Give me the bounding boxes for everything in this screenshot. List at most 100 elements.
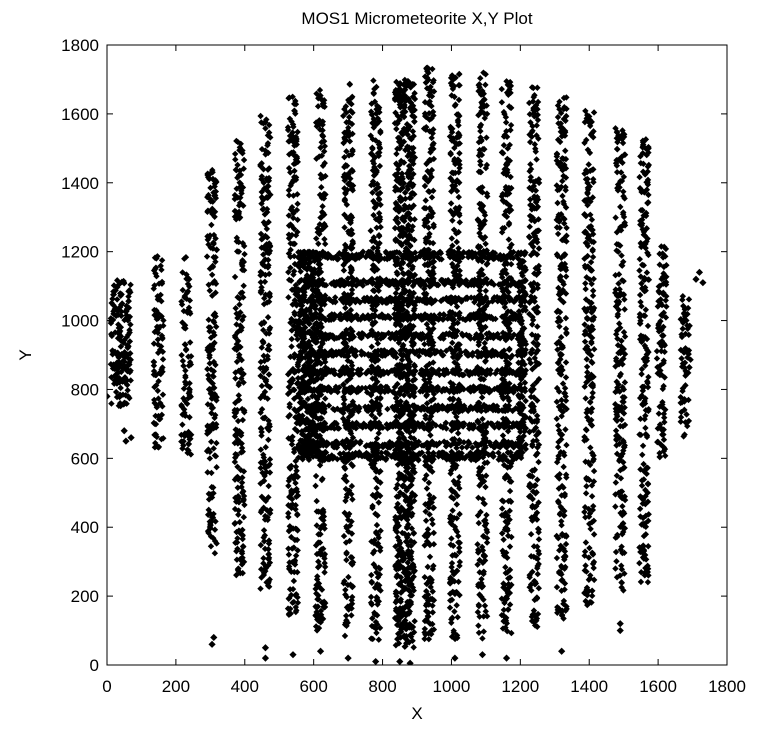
data-point <box>583 483 590 490</box>
data-point <box>348 560 355 567</box>
data-point <box>267 191 274 198</box>
data-point <box>240 267 248 274</box>
data-point <box>421 573 428 581</box>
data-point <box>240 514 248 521</box>
data-point <box>477 74 484 82</box>
data-point <box>238 375 245 382</box>
data-point <box>262 497 270 505</box>
data-point <box>368 411 375 419</box>
data-point <box>266 510 274 517</box>
data-point <box>582 539 590 546</box>
data-point <box>210 189 217 196</box>
data-point <box>213 246 220 253</box>
data-point <box>397 180 404 187</box>
data-point <box>153 404 161 411</box>
data-point <box>582 490 590 497</box>
data-point <box>313 155 320 162</box>
data-point <box>313 581 320 589</box>
data-point <box>527 161 534 168</box>
data-point <box>367 599 375 606</box>
data-point <box>126 326 133 334</box>
data-point <box>186 308 193 316</box>
data-point <box>377 223 384 231</box>
data-point <box>348 518 355 525</box>
data-point <box>411 95 419 103</box>
data-point <box>370 77 377 84</box>
data-point <box>267 134 274 141</box>
data-point <box>506 543 514 550</box>
data-point <box>343 494 350 501</box>
data-point <box>560 463 567 471</box>
data-point <box>391 614 399 622</box>
data-point <box>349 462 356 470</box>
data-point <box>127 350 134 357</box>
data-point <box>346 138 354 145</box>
data-point <box>662 452 669 459</box>
data-point <box>481 602 489 609</box>
data-point <box>319 118 326 125</box>
data-point <box>618 416 625 423</box>
data-point <box>290 123 297 131</box>
data-point <box>233 451 241 459</box>
data-point <box>285 212 293 219</box>
data-point <box>428 194 436 201</box>
data-point <box>211 310 219 317</box>
data-point <box>265 417 272 424</box>
data-point <box>207 366 215 373</box>
data-point <box>401 555 408 562</box>
data-point <box>127 321 134 328</box>
data-point <box>127 281 134 288</box>
data-point <box>399 620 406 627</box>
data-point <box>259 414 267 422</box>
data-point <box>370 287 377 294</box>
data-point <box>375 534 382 541</box>
data-point <box>409 263 416 270</box>
data-point <box>288 335 295 343</box>
data-point <box>314 573 321 580</box>
data-point <box>290 395 298 402</box>
data-point <box>401 584 409 592</box>
data-point <box>373 521 381 529</box>
data-point <box>286 138 293 145</box>
data-point <box>371 307 379 314</box>
data-point <box>526 223 533 230</box>
data-point <box>395 522 402 530</box>
data-point <box>559 192 566 200</box>
data-point <box>320 517 327 524</box>
data-point <box>402 108 409 115</box>
data-point <box>158 266 165 274</box>
data-point <box>155 443 162 450</box>
data-point <box>209 484 217 491</box>
data-point <box>343 617 350 624</box>
data-point <box>371 85 378 93</box>
data-point <box>212 254 219 261</box>
data-point <box>341 224 348 231</box>
data-point <box>262 378 270 385</box>
data-point <box>294 599 302 606</box>
data-point <box>182 381 190 388</box>
data-point <box>180 362 187 370</box>
data-point <box>372 186 380 193</box>
data-point <box>258 405 266 413</box>
data-point <box>285 187 293 194</box>
data-point <box>292 608 300 616</box>
data-point <box>313 627 321 634</box>
data-point <box>260 569 268 577</box>
data-point <box>617 203 624 211</box>
data-point <box>264 314 272 321</box>
data-point <box>319 203 326 210</box>
data-point <box>154 293 161 300</box>
data-point <box>372 618 380 626</box>
data-point <box>285 276 293 284</box>
data-point <box>264 395 271 402</box>
data-point <box>316 221 324 228</box>
data-point <box>392 205 399 212</box>
data-point <box>108 400 115 407</box>
data-point <box>342 304 349 312</box>
data-point <box>257 541 265 549</box>
data-point <box>405 638 412 645</box>
data-point <box>313 497 320 505</box>
data-point <box>150 362 158 369</box>
data-point <box>341 632 349 640</box>
data-point <box>157 262 164 270</box>
